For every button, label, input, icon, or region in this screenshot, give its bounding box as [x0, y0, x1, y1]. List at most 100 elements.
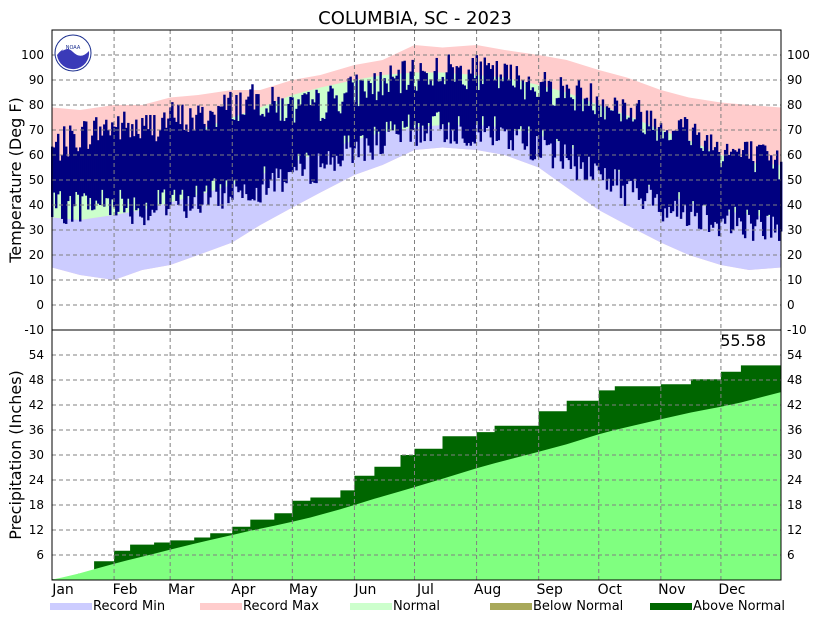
observed-temp-bar	[711, 150, 715, 228]
observed-temp-bar	[141, 117, 144, 218]
observed-temp-bar	[547, 80, 551, 145]
observed-temp-bar	[67, 156, 70, 202]
observed-temp-bar	[453, 81, 456, 142]
observed-temp-bar	[371, 94, 374, 160]
observed-temp-bar	[93, 120, 96, 210]
precip-ytick-left: 42	[29, 398, 44, 412]
observed-temp-bar	[745, 141, 749, 210]
observed-temp-bar	[485, 65, 488, 129]
observed-temp-bar	[511, 85, 515, 151]
logo-bird	[62, 37, 84, 51]
observed-temp-bar	[595, 96, 599, 166]
observed-temp-bar	[265, 108, 268, 195]
observed-temp-bar	[703, 140, 707, 205]
observed-temp-bar	[459, 65, 462, 127]
observed-temp-bar	[733, 150, 737, 207]
observed-temp-bar	[645, 110, 649, 194]
observed-temp-bar	[207, 120, 210, 205]
observed-temp-bar	[731, 148, 735, 230]
observed-temp-bar	[585, 97, 589, 181]
precip-ytick-left: 18	[29, 498, 44, 512]
observed-temp-bar	[601, 99, 605, 181]
observed-temp-bar	[407, 84, 410, 115]
observed-temp-bar	[419, 63, 422, 143]
temp-ytick-right: 70	[787, 123, 802, 137]
observed-temp-bar	[619, 121, 623, 199]
temp-ytick-right: 10	[787, 273, 802, 287]
observed-temp-bar	[179, 124, 182, 195]
observed-temp-bar	[491, 65, 495, 146]
observed-temp-bar	[437, 81, 440, 112]
observed-temp-bar	[131, 124, 134, 224]
observed-temp-bar	[269, 104, 272, 181]
observed-temp-bar	[545, 91, 549, 146]
observed-temp-bar	[435, 57, 438, 113]
observed-temp-bar	[653, 118, 657, 198]
observed-temp-bar	[685, 119, 689, 226]
observed-temp-bar	[527, 76, 531, 127]
observed-temp-bar	[355, 74, 358, 142]
observed-temp-bar	[295, 108, 298, 171]
observed-temp-bar	[385, 83, 388, 122]
observed-temp-bar	[609, 110, 613, 192]
precip-ytick-left: 54	[29, 348, 44, 362]
observed-temp-bar	[477, 90, 480, 133]
observed-temp-bar	[649, 110, 653, 190]
observed-temp-bar	[677, 120, 681, 193]
temp-ytick-left: 10	[29, 273, 44, 287]
observed-temp-bar	[255, 94, 258, 188]
observed-temp-bar	[569, 97, 573, 169]
observed-temp-bar	[737, 148, 741, 218]
temp-ytick-left: 90	[29, 73, 44, 87]
observed-temp-bar	[769, 155, 773, 238]
observed-temp-bar	[683, 117, 687, 205]
observed-temp-bar	[291, 97, 294, 173]
legend-label: Below Normal	[533, 599, 623, 614]
observed-temp-bar	[557, 97, 561, 142]
observed-temp-bar	[91, 135, 94, 211]
observed-temp-bar	[273, 100, 276, 192]
observed-temp-bar	[351, 82, 354, 163]
precip-ytick-right: 12	[787, 523, 802, 537]
observed-temp-bar	[321, 117, 324, 164]
observed-temp-bar	[471, 57, 474, 142]
observed-temp-bar	[533, 91, 537, 160]
observed-temp-bar	[607, 107, 611, 179]
observed-temp-bar	[95, 117, 98, 201]
temp-ytick-right: 40	[787, 198, 802, 212]
observed-temp-bar	[389, 65, 392, 122]
observed-temp-bar	[643, 134, 647, 202]
observed-temp-bar	[117, 116, 120, 212]
temp-ytick-left: 60	[29, 148, 44, 162]
observed-temp-bar	[343, 93, 346, 136]
observed-temp-bar	[399, 93, 402, 143]
precip-ytick-left: 36	[29, 423, 44, 437]
observed-temp-bar	[81, 126, 84, 197]
observed-temp-bar	[729, 151, 733, 234]
observed-temp-bar	[99, 126, 102, 206]
observed-temp-bar	[89, 144, 92, 198]
observed-temp-bar	[281, 98, 284, 192]
observed-temp-bar	[317, 93, 320, 154]
observed-temp-bar	[743, 141, 747, 239]
observed-temp-bar	[263, 116, 266, 167]
month-label: Apr	[231, 582, 255, 598]
precip-ytick-right: 24	[787, 473, 802, 487]
observed-temp-bar	[747, 158, 751, 215]
observed-temp-bar	[327, 91, 330, 152]
observed-temp-bar	[151, 135, 154, 210]
observed-temp-bar	[481, 84, 484, 117]
observed-temp-bar	[577, 80, 581, 157]
observed-temp-bar	[215, 126, 218, 192]
observed-temp-bar	[567, 88, 571, 161]
observed-temp-bar	[289, 96, 292, 172]
observed-temp-bar	[505, 64, 509, 130]
observed-temp-bar	[495, 61, 499, 141]
observed-temp-bar	[611, 110, 615, 186]
observed-temp-bar	[427, 84, 430, 124]
observed-temp-bar	[83, 121, 86, 194]
observed-temp-bar	[617, 113, 621, 170]
observed-temp-bar	[559, 77, 563, 162]
observed-temp-bar	[287, 103, 290, 173]
observed-temp-bar	[543, 72, 547, 141]
